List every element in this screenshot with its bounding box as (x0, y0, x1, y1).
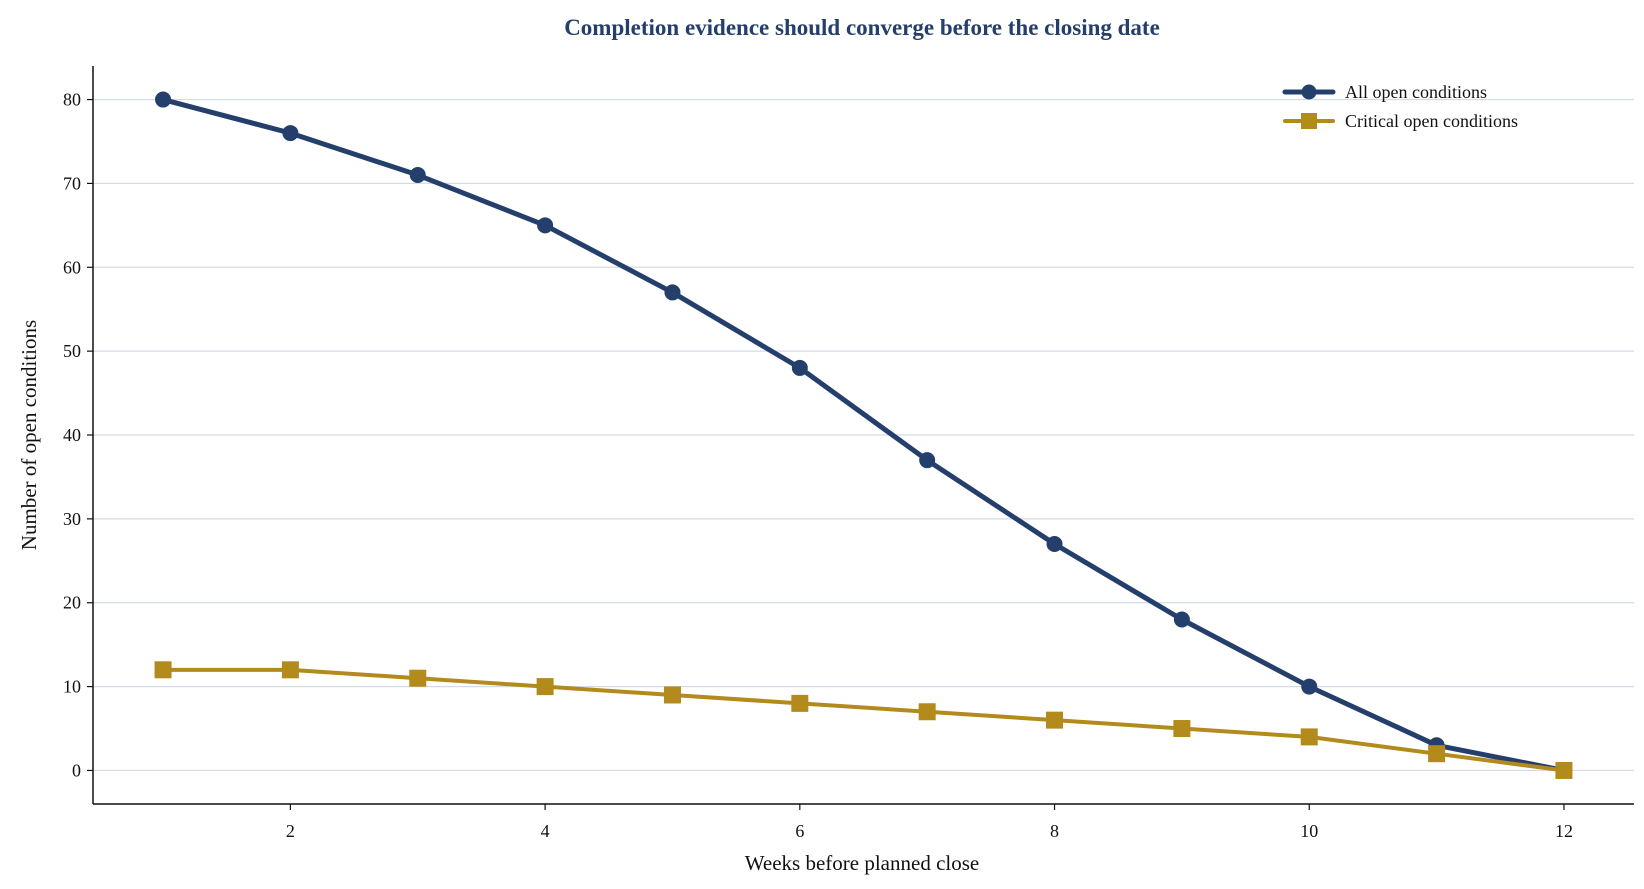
y-tick-label-40: 40 (63, 425, 81, 445)
x-tick-label-6: 6 (795, 821, 804, 841)
x-tick-label-2: 2 (286, 821, 295, 841)
series-2-point-4 (536, 678, 554, 696)
series-2-point-9 (1173, 720, 1191, 738)
x-tick-label-10: 10 (1300, 821, 1318, 841)
series-2-point-8 (1046, 711, 1064, 729)
series-2-point-6 (791, 694, 809, 712)
y-tick-label-60: 60 (63, 257, 81, 277)
series-line-2 (161, 667, 1566, 773)
series-1-point-9 (1173, 611, 1190, 628)
legend-marker-2 (1301, 113, 1317, 129)
series-1-point-10 (1301, 678, 1318, 695)
series-1-point-7 (919, 452, 936, 469)
legend-entry-2: Critical open conditions (1283, 111, 1518, 131)
x-tick-label-4: 4 (541, 821, 550, 841)
legend-label-1: All open conditions (1345, 82, 1487, 102)
series-2-point-10 (1300, 728, 1318, 746)
series-2-point-11 (1428, 745, 1446, 763)
series-1-point-4 (537, 217, 554, 234)
legend: All open conditions Critical open conditi… (1282, 82, 1518, 131)
series-1-point-3 (409, 167, 426, 184)
y-tick-label-70: 70 (63, 173, 81, 193)
chart-title: Completion evidence should converge befo… (564, 15, 1160, 40)
y-axis-ticks: 0 10 20 30 40 50 60 70 80 (63, 90, 93, 780)
y-axis-label: Number of open conditions (17, 320, 41, 550)
legend-entry-1: All open conditions (1282, 82, 1487, 102)
y-tick-label-20: 20 (63, 593, 81, 613)
x-axis-ticks: 2 4 6 8 10 12 (286, 804, 1573, 841)
x-axis-label: Weeks before planned close (745, 851, 979, 875)
y-tick-label-80: 80 (63, 90, 81, 110)
series-2 (154, 661, 1573, 779)
series-2-point-3 (409, 669, 427, 687)
series-2-point-7 (918, 703, 936, 721)
series-2-point-2 (281, 661, 299, 679)
gridlines (93, 98, 1634, 772)
legend-label-2: Critical open conditions (1345, 111, 1518, 131)
series-2-point-5 (663, 686, 681, 704)
x-tick-label-8: 8 (1050, 821, 1059, 841)
series-2-point-12 (1555, 761, 1573, 779)
series-1-point-6 (791, 359, 808, 376)
series-line-1 (160, 97, 1567, 773)
y-tick-label-10: 10 (63, 677, 81, 697)
series-2-point-1 (154, 661, 172, 679)
y-tick-label-0: 0 (72, 760, 81, 780)
series-1-point-8 (1046, 536, 1063, 553)
y-tick-label-30: 30 (63, 509, 81, 529)
series-1-point-1 (155, 91, 172, 108)
series-layer (154, 91, 1573, 779)
series-1-point-5 (664, 284, 681, 301)
x-tick-label-12: 12 (1555, 821, 1573, 841)
series-1-point-2 (282, 125, 299, 142)
y-tick-label-50: 50 (63, 341, 81, 361)
legend-marker-1 (1301, 84, 1317, 100)
